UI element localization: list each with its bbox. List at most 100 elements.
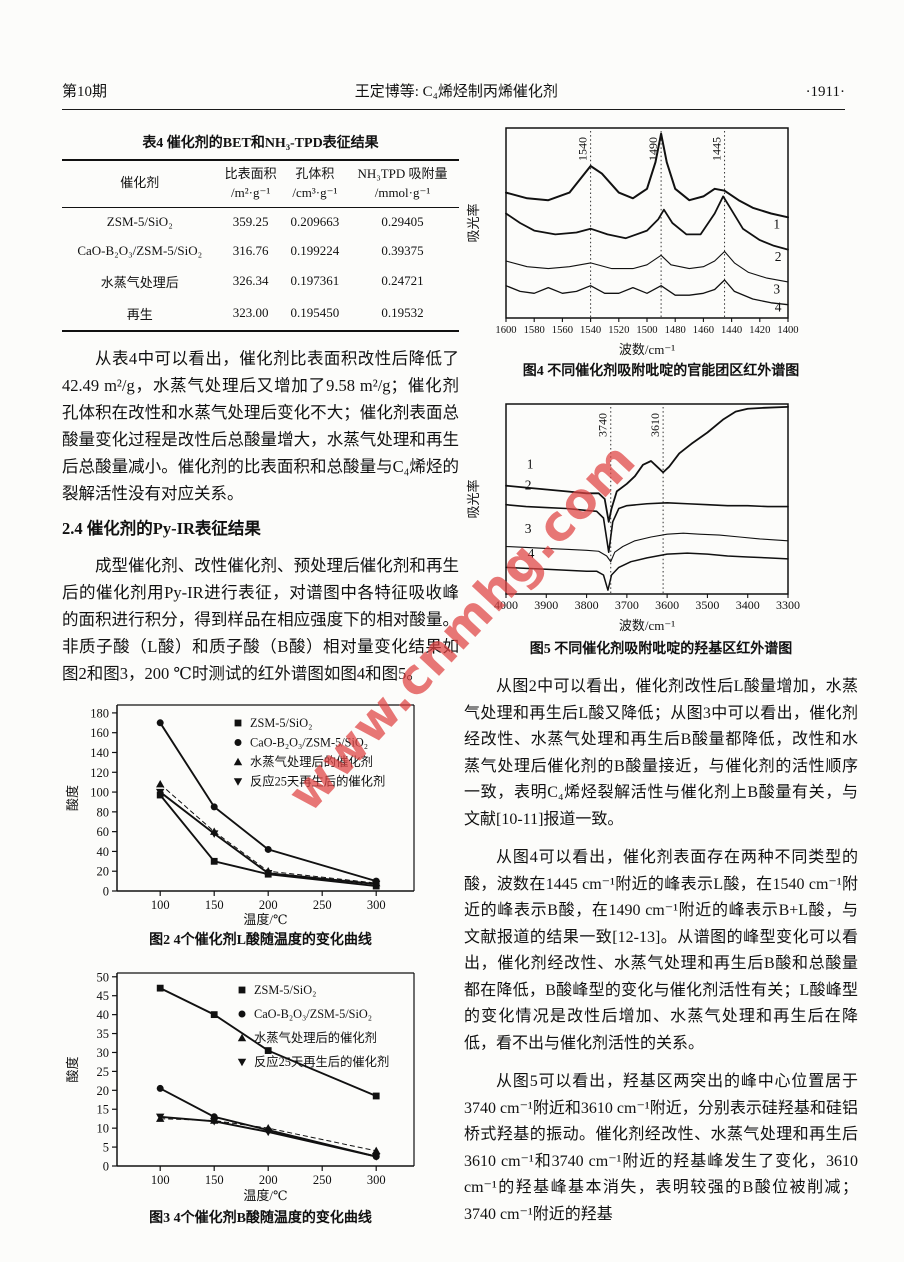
svg-text:ZSM-5/SiO₂: ZSM-5/SiO₂: [254, 983, 316, 997]
cell-catalyst: 水蒸气处理后: [100, 274, 179, 290]
cell-nh3-tpd: 0.24721: [381, 273, 424, 289]
svg-text:200: 200: [259, 898, 278, 912]
cell-pore-volume: 0.197361: [290, 273, 340, 289]
right-column: 1600 1580 1560 1540 1520 1500 1480 1460 1440 1420…: [464, 106, 858, 1228]
svg-text:0: 0: [103, 884, 109, 898]
svg-text:150: 150: [205, 898, 224, 912]
svg-text:80: 80: [97, 805, 110, 819]
svg-text:1: 1: [773, 217, 780, 232]
table4: 催化剂 比表面积/m²·g⁻¹ 孔体积/cm³·g⁻¹ NH₃TPD 吸附量/m…: [62, 159, 459, 332]
figure2-caption: 图2 4个催化剂L酸随温度的变化曲线: [149, 932, 372, 948]
svg-text:吸光率: 吸光率: [466, 479, 481, 518]
figure3-block: 0 5 10 15 20 25 30 35 40 45 50 100 150 200 250 300 温度/℃ 酸…: [62, 961, 459, 1227]
cell-pore-volume: 0.199224: [290, 242, 340, 258]
svg-text:CaO-B₂O₃/ZSM-5/SiO₂: CaO-B₂O₃/ZSM-5/SiO₂: [254, 1007, 372, 1021]
svg-text:反应25天再生后的催化剂: 反应25天再生后的催化剂: [254, 1054, 389, 1069]
cell-pore-volume: 0.195450: [290, 305, 340, 321]
svg-text:水蒸气处理后的催化剂: 水蒸气处理后的催化剂: [250, 754, 373, 769]
svg-text:1520: 1520: [608, 325, 629, 336]
svg-text:1460: 1460: [693, 325, 714, 336]
svg-text:160: 160: [90, 726, 109, 740]
left-column: 表4 催化剂的BET和NH₃-TPD表征结果 催化剂 比表面积/m²·g⁻¹ 孔…: [62, 120, 459, 1227]
paragraph-fig2-fig3-discussion: 从图2中可以看出，催化剂改性后L酸量增加，水蒸气处理和再生后L酸又降低；从图3中…: [464, 678, 858, 828]
svg-text:0: 0: [103, 1159, 109, 1173]
svg-text:1560: 1560: [552, 325, 573, 336]
svg-text:ZSM-5/SiO₂: ZSM-5/SiO₂: [250, 716, 312, 730]
svg-text:3300: 3300: [776, 598, 800, 612]
svg-text:15: 15: [97, 1102, 110, 1116]
section-heading-2-4: 2.4 催化剂的Py-IR表征结果: [62, 518, 261, 538]
svg-text:波数/cm⁻¹: 波数/cm⁻¹: [619, 342, 675, 357]
svg-text:1400: 1400: [777, 325, 798, 336]
svg-text:180: 180: [90, 706, 109, 720]
figure5-block: 4000 3900 3800 3700 3600 3500 3400 3300 波数/cm⁻¹ 吸…: [464, 398, 858, 658]
page-number: ·1911·: [805, 84, 845, 100]
svg-text:反应25天再生后的催化剂: 反应25天再生后的催化剂: [250, 773, 385, 788]
svg-text:水蒸气处理后的催化剂: 水蒸气处理后的催化剂: [254, 1030, 377, 1045]
svg-text:20: 20: [97, 1084, 110, 1098]
svg-text:100: 100: [151, 898, 170, 912]
svg-text:吸光率: 吸光率: [466, 203, 481, 242]
svg-text:1: 1: [527, 457, 534, 472]
svg-text:酸度: 酸度: [65, 785, 80, 811]
cell-catalyst: 再生: [126, 306, 153, 322]
paragraph-fig4-discussion: 从图4可以看出，催化剂表面存在两种不同类型的酸，波数在1445 cm⁻¹附近的峰…: [464, 849, 858, 1052]
table4-col-header: 催化剂: [62, 160, 218, 208]
svg-text:3800: 3800: [575, 598, 599, 612]
svg-text:140: 140: [90, 746, 109, 760]
figure2-line-chart: 0 20 40 60 80 100 120 140 160 180 100 150 200 250 300 温…: [65, 704, 415, 927]
svg-text:1600: 1600: [495, 325, 516, 336]
svg-text:100: 100: [90, 785, 109, 799]
svg-text:2: 2: [775, 249, 782, 264]
svg-text:1540: 1540: [580, 325, 601, 336]
cell-surface-area: 359.25: [232, 213, 269, 229]
svg-text:3: 3: [773, 281, 780, 296]
paragraph-table4-discussion: 从表4中可以看出，催化剂比表面积改性后降低了42.49 m²/g，水蒸气处理后又…: [62, 348, 459, 503]
svg-text:1580: 1580: [524, 325, 545, 336]
cell-surface-area: 326.34: [232, 273, 269, 289]
svg-text:1440: 1440: [721, 325, 742, 336]
paragraph-pyir-intro: 成型催化剂、改性催化剂、预处理后催化剂和再生后的催化剂用Py-IR进行表征，对谱…: [62, 555, 459, 683]
svg-text:1420: 1420: [749, 325, 770, 336]
svg-text:100: 100: [151, 1173, 170, 1187]
svg-text:1500: 1500: [636, 325, 657, 336]
svg-text:3740: 3740: [596, 413, 610, 437]
svg-text:5: 5: [103, 1140, 109, 1154]
cell-surface-area: 323.00: [232, 305, 269, 321]
svg-text:20: 20: [97, 864, 110, 878]
svg-text:40: 40: [97, 845, 110, 859]
svg-text:4: 4: [528, 546, 535, 561]
figure3-caption: 图3 4个催化剂B酸随温度的变化曲线: [149, 1210, 372, 1226]
svg-text:50: 50: [97, 970, 110, 984]
svg-text:200: 200: [259, 1173, 278, 1187]
figure3-line-chart: 0 5 10 15 20 25 30 35 40 45 50 100 150 200 250 300 温度/℃ 酸…: [65, 970, 415, 1203]
table-row: 再生 323.00 0.195450 0.19532: [62, 298, 459, 331]
paragraph-fig5-discussion: 从图5可以看出，羟基区两突出的峰中心位置居于3740 cm⁻¹附近和3610 c…: [464, 1073, 858, 1223]
table-row: CaO-B₂O₃/ZSM-5/SiO₂ 316.76 0.199224 0.39…: [62, 237, 459, 266]
page-header: 第10期 王定博等: C₄烯烃制丙烯催化剂 ·1911·: [62, 80, 845, 110]
table-row: ZSM-5/SiO₂ 359.25 0.209663 0.29405: [62, 207, 459, 237]
figure4-ir-spectrum: 1600 1580 1560 1540 1520 1500 1480 1460 1440 1420…: [466, 127, 799, 357]
cell-catalyst: CaO-B₂O₃/ZSM-5/SiO₂: [77, 242, 203, 258]
svg-text:1540: 1540: [576, 137, 590, 161]
svg-text:4: 4: [775, 299, 782, 314]
svg-text:3900: 3900: [534, 598, 558, 612]
svg-text:60: 60: [97, 825, 110, 839]
svg-text:2: 2: [525, 478, 532, 493]
cell-nh3-tpd: 0.19532: [381, 305, 424, 321]
figure5-ir-spectrum: 4000 3900 3800 3700 3600 3500 3400 3300 波数/cm⁻¹ 吸…: [466, 403, 800, 633]
svg-text:1480: 1480: [665, 325, 686, 336]
svg-text:25: 25: [97, 1065, 110, 1079]
figure4-block: 1600 1580 1560 1540 1520 1500 1480 1460 1440 1420…: [464, 106, 858, 380]
svg-text:3700: 3700: [615, 598, 639, 612]
svg-text:300: 300: [367, 898, 386, 912]
svg-text:温度/℃: 温度/℃: [243, 912, 287, 927]
running-title: 王定博等: C₄烯烃制丙烯催化剂: [354, 84, 558, 100]
table-row: 水蒸气处理后 326.34 0.197361 0.24721: [62, 266, 459, 298]
cell-catalyst: ZSM-5/SiO₂: [106, 213, 173, 229]
svg-text:温度/℃: 温度/℃: [243, 1188, 287, 1203]
svg-text:45: 45: [97, 989, 110, 1003]
table4-title: 表4 催化剂的BET和NH₃-TPD表征结果: [142, 136, 379, 151]
table4-col-header: NH₃TPD 吸附量/mmol·g⁻¹: [346, 160, 459, 208]
